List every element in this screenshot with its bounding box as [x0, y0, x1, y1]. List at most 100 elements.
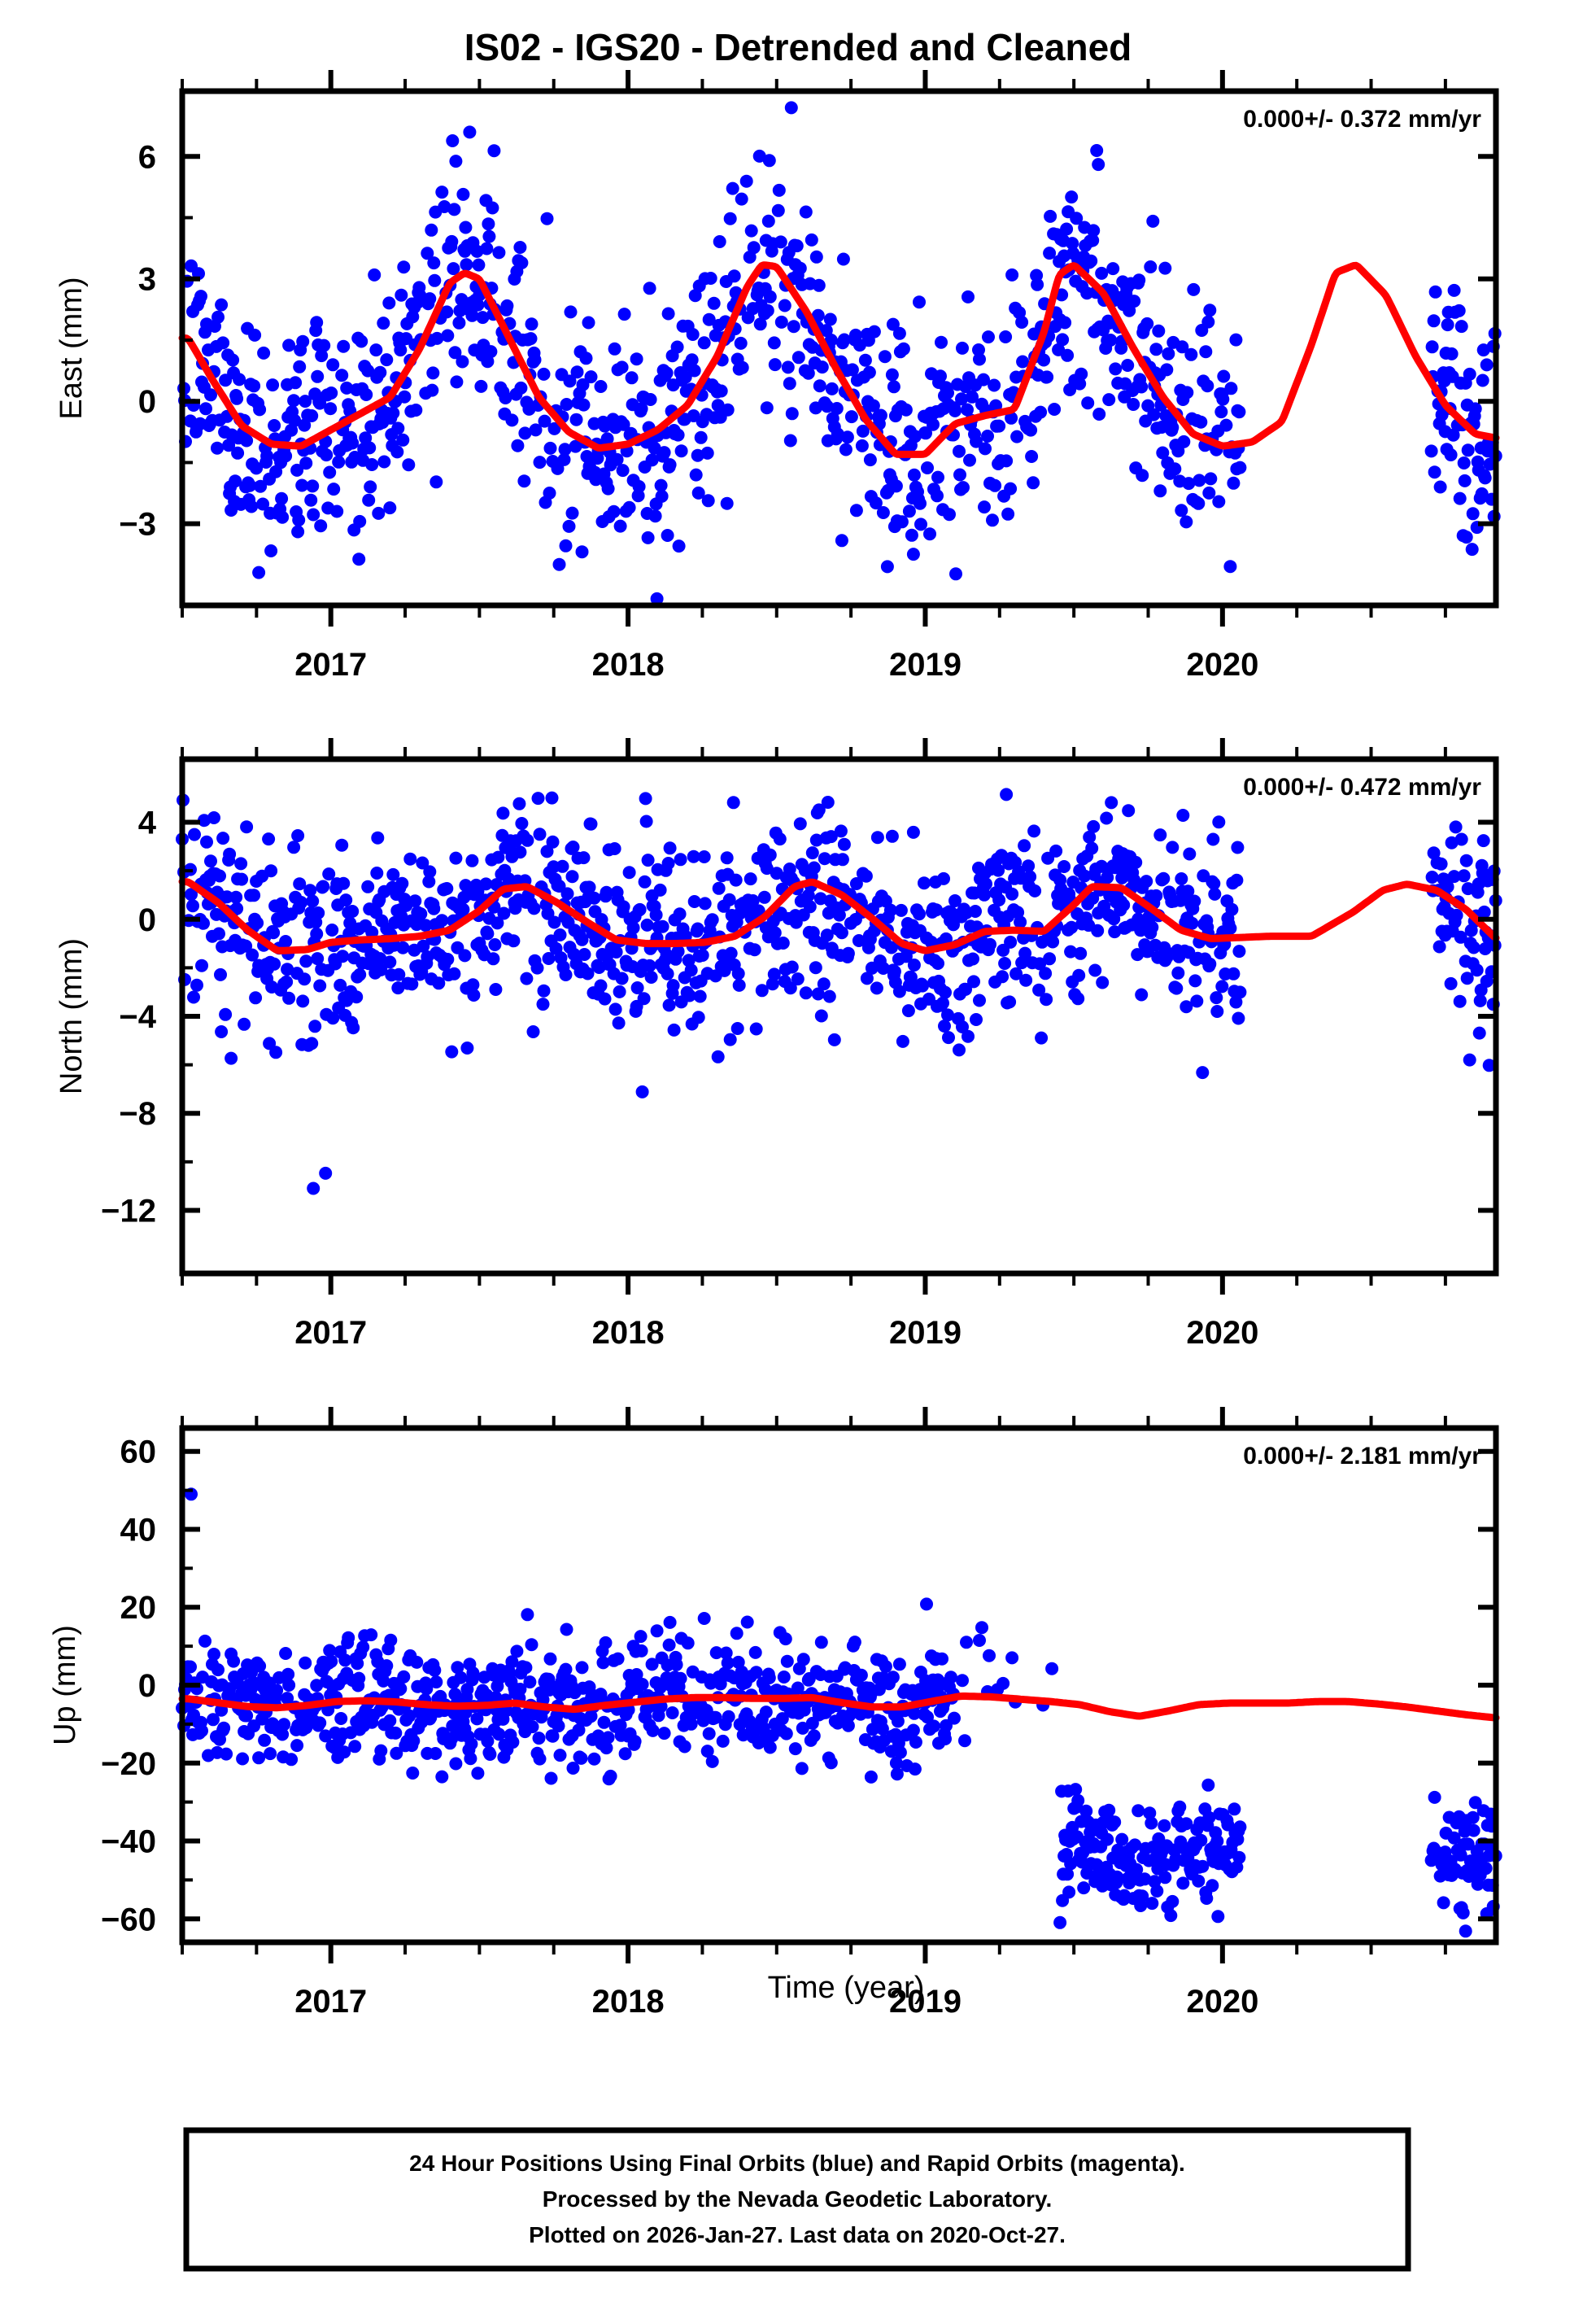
data-point: [279, 449, 293, 463]
data-point: [983, 937, 996, 951]
data-point: [1192, 1874, 1206, 1888]
data-point: [198, 1634, 211, 1648]
data-point: [813, 379, 826, 393]
data-point: [1468, 1796, 1482, 1810]
x-tick-label: 2019: [889, 647, 962, 683]
data-point: [1188, 974, 1202, 988]
data-point: [697, 850, 711, 863]
data-point: [1000, 788, 1014, 801]
data-point: [943, 508, 956, 522]
data-point: [814, 1636, 828, 1649]
data-point: [604, 1769, 617, 1783]
data-point: [252, 566, 266, 579]
data-point: [1476, 373, 1489, 387]
data-point: [230, 391, 244, 405]
data-point: [1092, 408, 1106, 421]
data-point: [919, 426, 932, 440]
data-point: [466, 1666, 480, 1679]
data-point: [383, 501, 397, 515]
data-point: [292, 513, 306, 527]
data-point: [1468, 402, 1482, 416]
data-point: [615, 972, 629, 985]
data-point: [793, 261, 807, 275]
data-point: [524, 332, 538, 346]
data-point: [1212, 495, 1226, 509]
data-point: [809, 250, 823, 264]
data-point: [719, 1646, 733, 1660]
data-point: [398, 390, 412, 404]
data-point: [533, 1752, 547, 1766]
data-point: [1043, 952, 1057, 966]
data-point: [1010, 430, 1024, 443]
data-point: [889, 1756, 903, 1770]
data-point: [691, 448, 704, 462]
data-point: [973, 1634, 986, 1647]
data-point: [213, 869, 226, 883]
data-point: [521, 833, 534, 847]
data-point: [1019, 973, 1033, 987]
data-point: [876, 962, 890, 975]
data-point: [276, 1727, 290, 1741]
data-point: [978, 500, 991, 514]
data-point: [247, 379, 261, 393]
data-point: [661, 857, 675, 870]
data-point: [360, 388, 373, 401]
data-point: [285, 1753, 299, 1767]
data-point: [1106, 262, 1120, 276]
data-point: [1005, 268, 1019, 282]
data-point: [1463, 367, 1476, 381]
data-point: [953, 1043, 966, 1057]
data-point: [887, 965, 901, 978]
y-tick-label: −4: [119, 999, 156, 1035]
data-point: [1446, 428, 1460, 442]
data-point: [414, 907, 428, 921]
data-point: [1104, 334, 1118, 347]
data-point: [600, 885, 613, 899]
data-point: [975, 1621, 988, 1635]
data-point: [726, 181, 739, 195]
data-point: [409, 404, 423, 417]
data-point: [814, 1009, 828, 1023]
data-point: [1122, 804, 1136, 818]
data-point: [363, 441, 377, 455]
data-point: [512, 797, 526, 810]
data-point: [697, 1612, 711, 1625]
data-point: [709, 1646, 723, 1660]
data-point: [772, 183, 786, 197]
data-point: [1453, 491, 1467, 505]
data-point: [768, 358, 782, 372]
data-point: [1157, 871, 1171, 885]
data-point: [879, 1660, 892, 1674]
data-point: [185, 888, 198, 902]
data-point: [724, 946, 738, 960]
data-point: [562, 519, 576, 533]
data-point: [1162, 347, 1175, 360]
data-point: [348, 1740, 362, 1754]
data-point: [599, 1636, 613, 1649]
data-point: [1031, 277, 1044, 291]
data-point: [648, 509, 662, 523]
data-point: [1466, 1810, 1480, 1824]
data-point: [1470, 963, 1484, 977]
data-point: [456, 902, 470, 916]
data-point: [1136, 1889, 1149, 1903]
data-point: [447, 262, 460, 276]
data-point: [866, 399, 880, 413]
data-point: [305, 1037, 319, 1050]
data-point: [470, 244, 484, 258]
data-point: [643, 393, 657, 406]
data-point: [200, 835, 213, 849]
data-point: [1072, 968, 1086, 982]
data-point: [395, 876, 409, 890]
data-point: [747, 241, 761, 255]
data-point: [825, 382, 839, 395]
data-point: [907, 1706, 921, 1720]
data-point: [1228, 1802, 1241, 1816]
data-point: [277, 1718, 291, 1732]
data-point: [841, 1719, 855, 1732]
data-point: [1233, 1820, 1247, 1834]
data-point: [641, 854, 655, 867]
data-point: [837, 333, 851, 347]
data-point: [1101, 1832, 1114, 1846]
data-point: [269, 1046, 283, 1059]
